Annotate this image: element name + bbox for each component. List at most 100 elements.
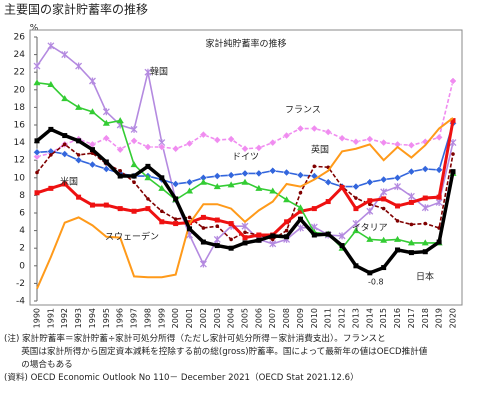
marker: [33, 152, 41, 161]
marker: [435, 133, 443, 142]
marker: [451, 152, 455, 156]
marker: [283, 196, 291, 203]
y-tick-label: 14: [14, 138, 26, 148]
x-tick-label: 1996: [116, 308, 125, 328]
marker: [242, 235, 248, 241]
marker: [242, 240, 248, 246]
marker: [88, 160, 97, 169]
marker: [408, 250, 414, 256]
marker: [422, 195, 428, 201]
y-tick-label: 26: [14, 33, 26, 43]
marker: [144, 143, 152, 151]
marker: [381, 196, 387, 202]
marker: [185, 139, 194, 148]
marker: [395, 247, 401, 253]
marker: [268, 138, 277, 147]
marker: [421, 165, 430, 173]
marker: [449, 139, 457, 147]
y-tick-label: 4: [19, 226, 25, 236]
marker: [296, 204, 304, 211]
x-tick-label: 2004: [227, 308, 236, 328]
marker: [199, 260, 207, 268]
marker: [352, 137, 360, 146]
x-tick-label: 2010: [310, 308, 319, 328]
marker: [241, 169, 249, 178]
x-tick-label: 2014: [365, 308, 374, 328]
x-tick-label: 2012: [338, 308, 347, 328]
marker: [130, 161, 138, 168]
y-unit: %: [30, 24, 39, 34]
marker: [213, 136, 222, 144]
x-tick-label: 2019: [435, 308, 444, 328]
marker: [435, 198, 443, 206]
marker: [338, 134, 346, 143]
marker: [282, 168, 291, 177]
marker: [284, 219, 290, 225]
y-tick-label: 0: [19, 261, 25, 271]
marker: [144, 174, 152, 181]
x-tick-label: 2002: [199, 308, 208, 328]
marker: [171, 180, 180, 188]
marker: [241, 178, 249, 185]
x-tick-label: 1998: [143, 308, 152, 328]
marker: [394, 183, 401, 191]
marker: [227, 181, 235, 188]
marker: [255, 169, 263, 178]
marker: [102, 119, 110, 126]
x-tick-label: 2018: [421, 308, 430, 328]
x-tick-label: 1994: [88, 308, 97, 328]
series-label: フランス: [285, 105, 321, 116]
x-tick-label: 2015: [379, 308, 388, 328]
marker: [338, 232, 346, 240]
marker: [117, 173, 123, 179]
marker: [367, 198, 373, 204]
marker: [381, 206, 386, 211]
marker: [34, 138, 40, 144]
note-line: 英国は家計所得から固定資本減耗を控除する前の総(gross)貯蓄率。国によって最…: [4, 347, 428, 357]
marker: [62, 142, 67, 147]
marker: [352, 182, 360, 191]
series-label: 日本: [416, 271, 434, 283]
marker: [423, 221, 428, 226]
marker: [407, 141, 416, 150]
marker: [436, 194, 442, 200]
marker: [450, 169, 456, 175]
marker: [269, 240, 277, 248]
marker: [89, 202, 95, 208]
marker: [160, 209, 164, 214]
marker: [117, 206, 123, 212]
marker: [365, 135, 374, 143]
marker: [199, 178, 207, 185]
y-tick-label: 24: [14, 50, 26, 60]
x-tick-label: 1992: [60, 308, 69, 328]
marker: [33, 148, 41, 157]
marker: [214, 217, 220, 223]
x-tick-label: 2003: [213, 308, 222, 328]
y-tick-label: -4: [16, 297, 25, 307]
marker: [435, 166, 443, 174]
y-tick-label: 18: [14, 103, 26, 113]
note-line: (資料) OECD Economic Outlook No 110－ Decem…: [4, 373, 359, 383]
marker: [130, 136, 138, 145]
marker: [33, 62, 41, 70]
marker: [75, 103, 83, 110]
marker: [284, 228, 289, 233]
marker: [215, 224, 220, 228]
marker: [227, 171, 235, 180]
marker: [407, 239, 415, 246]
marker: [297, 208, 303, 214]
x-tick-label: 2017: [407, 308, 416, 328]
marker: [324, 178, 333, 187]
y-tick-label: 6: [19, 209, 25, 219]
marker: [228, 245, 234, 251]
note-line: (注) 家計貯蓄率＝家計貯蓄÷家計可処分所得（ただし家計可処分所得－家計消費支出…: [4, 334, 386, 344]
marker: [61, 95, 69, 102]
marker: [60, 150, 69, 158]
x-tick-label: 1991: [46, 308, 55, 328]
marker: [243, 230, 247, 235]
marker: [214, 243, 220, 249]
note-line: の場合もある: [4, 360, 73, 370]
marker: [103, 159, 109, 165]
marker: [35, 170, 39, 175]
